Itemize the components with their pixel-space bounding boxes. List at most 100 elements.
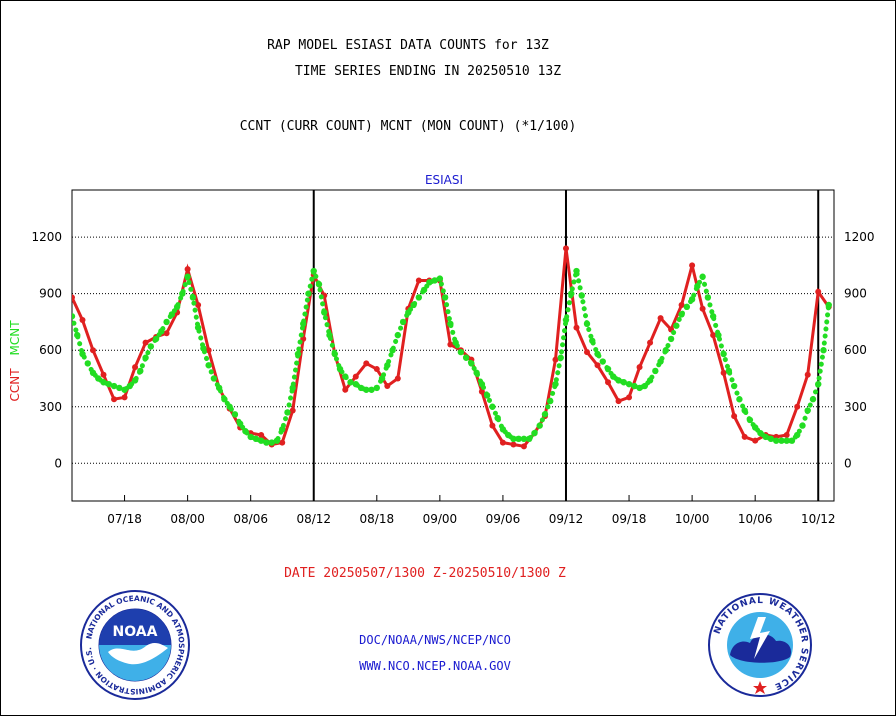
doc-noaa-link[interactable]: DOC/NOAA/NWS/NCEP/NCO xyxy=(359,633,511,647)
mcnt-point xyxy=(699,273,706,280)
mcnt-point xyxy=(704,294,712,301)
mcnt-point xyxy=(368,386,375,393)
mcnt-point xyxy=(215,384,223,392)
mcnt-point xyxy=(331,350,338,358)
mcnt-point xyxy=(420,286,428,294)
mcnt-point xyxy=(678,311,685,318)
series-mcnt xyxy=(72,262,832,446)
mcnt-point xyxy=(205,362,212,369)
x-tick-label: 09/00 xyxy=(423,512,458,526)
mcnt-point xyxy=(289,384,296,392)
mcnt-point xyxy=(247,433,254,441)
mcnt-point xyxy=(378,375,386,382)
mcnt-point xyxy=(568,290,575,297)
y-tick-label-left: 1200 xyxy=(31,230,62,244)
mcnt-point xyxy=(594,350,601,358)
mcnt-point xyxy=(552,380,559,388)
ccnt-point xyxy=(720,369,727,376)
ccnt-point xyxy=(163,330,170,337)
y-tick-label-right: 300 xyxy=(844,400,867,414)
mcnt-point xyxy=(641,382,649,390)
y-tick-label-right: 1200 xyxy=(844,230,875,244)
ccnt-point xyxy=(636,364,643,371)
ccnt-point xyxy=(279,439,286,446)
x-tick-label: 07/18 xyxy=(107,512,142,526)
mcnt-point xyxy=(599,358,606,365)
mcnt-point xyxy=(688,296,696,303)
x-tick-label: 10/06 xyxy=(738,512,773,526)
mcnt-point xyxy=(72,313,76,320)
mcnt-point xyxy=(137,367,144,375)
ccnt-point xyxy=(289,407,296,414)
ccnt-point xyxy=(573,324,580,331)
plot-title: ESIASI xyxy=(425,173,463,187)
ccnt-point xyxy=(794,403,801,410)
mcnt-point xyxy=(515,435,522,442)
ccnt-point xyxy=(415,277,422,284)
mcnt-point xyxy=(604,365,612,373)
mcnt-point xyxy=(683,303,691,311)
mcnt-point xyxy=(478,380,486,388)
mcnt-point xyxy=(620,379,627,386)
x-tick-label: 09/18 xyxy=(612,512,647,526)
mcnt-point xyxy=(547,397,554,405)
ccnt-point xyxy=(184,266,191,273)
mcnt-point xyxy=(804,407,811,414)
y-axis-label-ccnt: CCNT xyxy=(8,368,22,402)
mcnt-point xyxy=(667,335,675,343)
ccnt-point xyxy=(752,437,759,444)
ccnt-point xyxy=(478,388,485,395)
ccnt-point xyxy=(79,317,86,324)
mcnt-point xyxy=(720,350,727,358)
mcnt-point xyxy=(799,422,806,429)
mcnt-point xyxy=(531,429,538,437)
y-tick-label-left: 900 xyxy=(39,287,62,301)
mcnt-point xyxy=(825,301,832,309)
mcnt-point xyxy=(321,309,328,316)
ccnt-point xyxy=(552,356,559,363)
mcnt-point xyxy=(583,320,591,328)
mcnt-point xyxy=(95,375,102,382)
mcnt-point xyxy=(783,437,790,444)
mcnt-point xyxy=(373,384,380,392)
mcnt-point xyxy=(200,345,207,352)
mcnt-point xyxy=(631,382,638,390)
mcnt-point xyxy=(473,369,480,377)
ccnt-point xyxy=(342,386,349,393)
x-tick-label: 10/00 xyxy=(675,512,710,526)
mcnt-point xyxy=(772,437,780,444)
nco-website-link[interactable]: WWW.NCO.NCEP.NOAA.GOV xyxy=(359,659,511,673)
mcnt-point xyxy=(725,367,733,375)
ccnt-point xyxy=(352,373,359,380)
ccnt-point xyxy=(678,301,685,308)
mcnt-point xyxy=(436,275,444,282)
x-tick-label: 09/06 xyxy=(486,512,521,526)
mcnt-point xyxy=(557,354,564,361)
mcnt-point xyxy=(730,382,738,390)
mcnt-point xyxy=(236,420,244,427)
mcnt-point xyxy=(483,392,491,399)
mcnt-point xyxy=(736,396,743,403)
mcnt-point xyxy=(746,416,754,424)
nws-logo: NATIONAL WEATHER SERVICE xyxy=(708,593,812,697)
mcnt-point xyxy=(100,379,107,386)
mcnt-point xyxy=(767,435,775,442)
mcnt-point xyxy=(158,328,165,335)
mcnt-point xyxy=(105,380,112,388)
ccnt-point xyxy=(731,413,738,420)
ccnt-point xyxy=(605,379,612,386)
ccnt-point xyxy=(562,245,569,252)
ccnt-point xyxy=(121,394,128,401)
y-tick-label-right: 900 xyxy=(844,287,867,301)
mcnt-point xyxy=(315,281,323,288)
ccnt-point xyxy=(205,347,212,354)
grid-layer xyxy=(72,190,834,501)
mcnt-point xyxy=(347,379,354,386)
ccnt-point xyxy=(710,332,717,339)
mcnt-point xyxy=(279,426,286,433)
mcnt-point xyxy=(263,439,270,446)
mcnt-point xyxy=(426,279,433,286)
mcnt-point xyxy=(189,294,197,301)
x-tick-label: 09/12 xyxy=(549,512,584,526)
